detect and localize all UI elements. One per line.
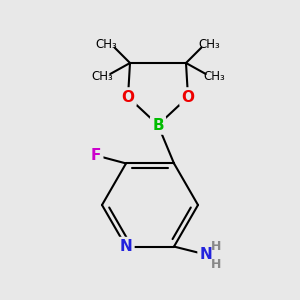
Text: CH₃: CH₃ <box>199 38 220 51</box>
Text: H: H <box>211 258 221 271</box>
Text: N: N <box>120 239 132 254</box>
Text: CH₃: CH₃ <box>203 70 225 83</box>
Text: H: H <box>211 240 221 253</box>
Text: F: F <box>91 148 101 163</box>
Text: O: O <box>182 89 194 104</box>
Text: CH₃: CH₃ <box>96 38 118 51</box>
Text: B: B <box>152 118 164 133</box>
Text: N: N <box>200 247 212 262</box>
Text: CH₃: CH₃ <box>91 70 113 83</box>
Text: O: O <box>122 89 134 104</box>
